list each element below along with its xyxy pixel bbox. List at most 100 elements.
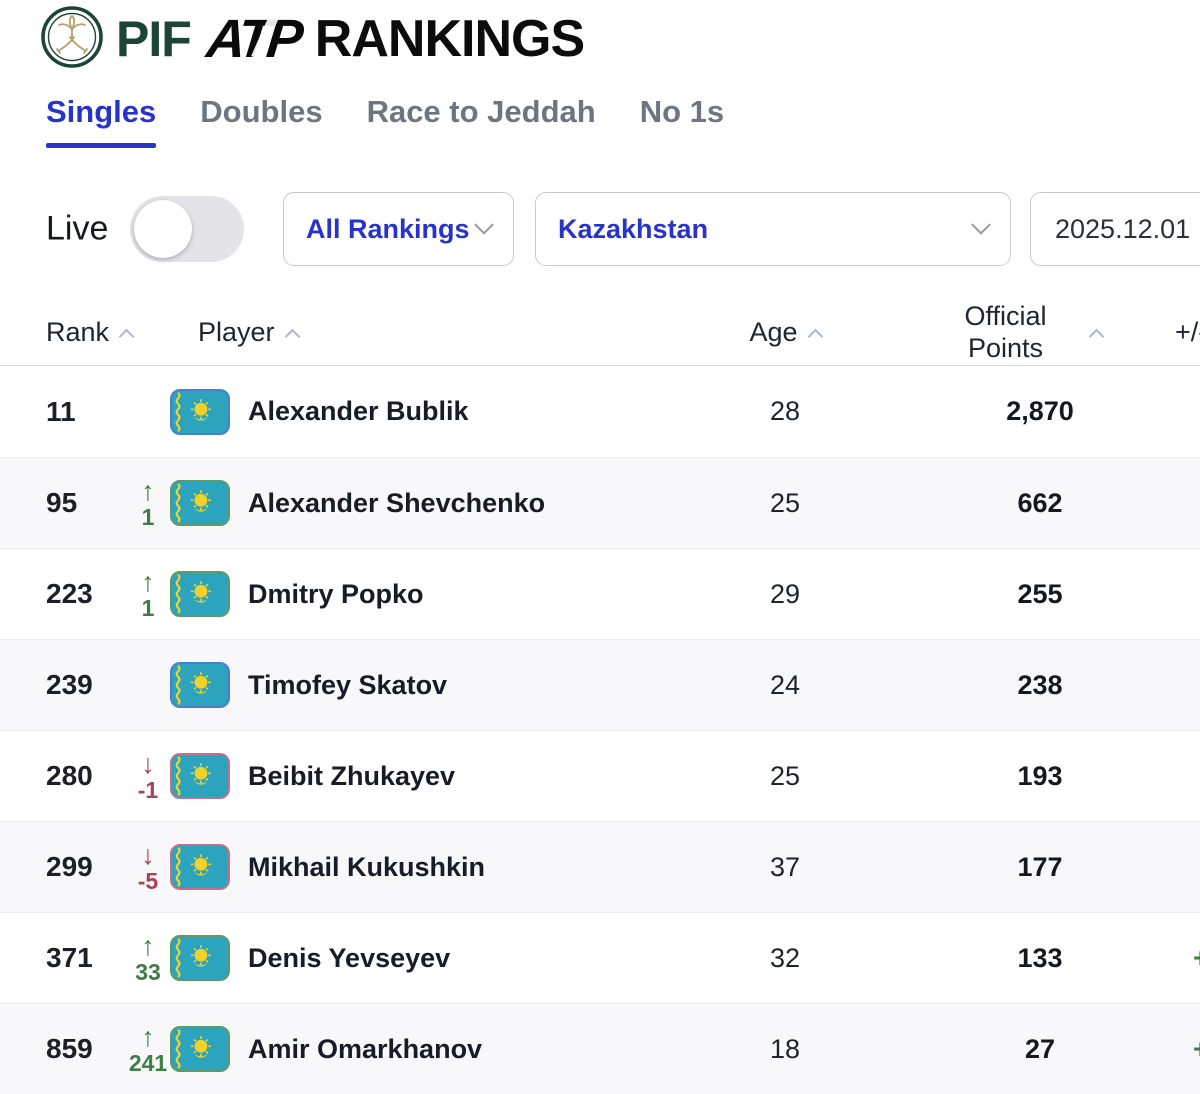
player-name: Dmitry Popko <box>248 578 424 609</box>
player-name: Alexander Shevchenko <box>248 487 546 518</box>
column-header-plus-minus[interactable]: +/- <box>1175 317 1200 347</box>
age-value: 37 <box>769 851 801 882</box>
points-value: 193 <box>1017 760 1063 791</box>
movement-value: 241 <box>128 1049 168 1076</box>
active-tab-underline <box>46 143 157 148</box>
player-cell[interactable]: Mikhail Kukushkin <box>170 844 735 890</box>
kazakhstan-flag-icon <box>170 1026 230 1072</box>
pif-emblem-icon <box>40 5 104 74</box>
live-label: Live <box>46 209 109 248</box>
age-value: 25 <box>769 760 801 791</box>
rank-value: 299 <box>46 851 93 882</box>
plus-minus-value: + <box>1145 1034 1200 1065</box>
points-value: 133 <box>1017 942 1063 973</box>
player-name: Alexander Bublik <box>248 396 469 426</box>
rank-movement: ↑ 241 <box>126 1021 170 1076</box>
rank-movement: ↓ -5 <box>126 839 170 894</box>
app-header: PIF ATP RANKINGS <box>40 5 585 70</box>
tab-doubles[interactable]: Doubles <box>200 94 323 129</box>
player-cell[interactable]: Dmitry Popko <box>170 571 735 617</box>
movement-value: -5 <box>137 867 159 894</box>
age-value: 29 <box>769 578 801 609</box>
player-cell[interactable]: Denis Yevseyev <box>170 935 735 981</box>
player-cell[interactable]: Alexander Bublik <box>170 388 735 435</box>
kazakhstan-flag-icon <box>170 571 230 617</box>
table-row[interactable]: 223 ↑ 1 Dmitry Popko <box>0 548 1200 639</box>
player-name: Denis Yevseyev <box>248 942 451 973</box>
movement-arrow-icon: ↑ <box>141 1021 155 1052</box>
kazakhstan-flag-icon <box>170 662 230 708</box>
chevron-down-icon <box>971 214 991 235</box>
movement-arrow-icon: ↓ <box>141 839 155 870</box>
table-body: 11 Alexander Bublik <box>0 366 1200 1094</box>
movement-value: -1 <box>137 776 159 803</box>
kazakhstan-flag-icon <box>170 480 230 526</box>
age-value: 28 <box>769 396 801 426</box>
country-dropdown[interactable]: Kazakhstan <box>535 192 1011 266</box>
rank-value: 11 <box>46 395 76 427</box>
movement-value: 33 <box>135 958 161 985</box>
column-header-age[interactable]: Age <box>735 317 835 348</box>
movement-arrow-icon: ↑ <box>141 566 155 597</box>
rank-movement: ↓ -1 <box>126 748 170 803</box>
plus-minus-value: + <box>1145 943 1200 974</box>
kazakhstan-flag-icon <box>170 753 230 799</box>
filter-bar: Live All Rankings Kazakhstan 2025.12.01 <box>0 190 1200 268</box>
tab-singles[interactable]: Singles <box>46 94 157 160</box>
table-row[interactable]: 11 Alexander Bublik <box>0 366 1200 457</box>
sort-up-icon <box>1088 328 1105 345</box>
player-cell[interactable]: Amir Omarkhanov <box>170 1026 735 1072</box>
player-name: Mikhail Kukushkin <box>248 851 486 882</box>
column-header-points[interactable]: Official Points <box>835 301 1145 363</box>
movement-value: 1 <box>141 503 155 530</box>
player-cell[interactable]: Beibit Zhukayev <box>170 753 735 799</box>
rankings-type-dropdown[interactable]: All Rankings <box>283 192 514 266</box>
sort-up-icon <box>284 328 300 345</box>
tab-no-1s[interactable]: No 1s <box>639 94 725 129</box>
table-row[interactable]: 95 ↑ 1 Alexander Shevche <box>0 457 1200 548</box>
points-value: 255 <box>1017 578 1063 609</box>
age-value: 18 <box>769 1033 801 1064</box>
table-row[interactable]: 299 ↓ -5 Mikhail Kukushk <box>0 821 1200 912</box>
rank-value: 371 <box>46 942 93 973</box>
table-row[interactable]: 280 ↓ -1 Beibit Zhukayev <box>0 730 1200 821</box>
movement-arrow-icon: ↑ <box>141 930 155 961</box>
player-cell[interactable]: Alexander Shevchenko <box>170 480 735 526</box>
rankings-tabs: Singles Doubles Race to Jeddah No 1s <box>46 94 724 160</box>
movement-arrow-icon: ↑ <box>141 475 155 506</box>
age-value: 25 <box>769 487 801 518</box>
sort-up-icon <box>118 328 135 345</box>
rank-value: 859 <box>46 1033 93 1064</box>
column-header-player[interactable]: Player <box>170 317 735 348</box>
rank-movement: ↑ 1 <box>126 475 170 530</box>
points-value: 238 <box>1017 669 1063 700</box>
table-row[interactable]: 239 Timofey Skatov <box>0 639 1200 730</box>
atp-logo: ATP <box>203 9 302 69</box>
live-toggle[interactable] <box>130 196 244 262</box>
column-header-rank[interactable]: Rank <box>46 317 135 348</box>
pif-logo-text: PIF <box>116 11 192 67</box>
table-row[interactable]: 371 ↑ 33 Denis Yevseyev <box>0 912 1200 1003</box>
points-value: 177 <box>1017 851 1063 882</box>
table-header-row: Rank Player Age Official Points +/- <box>0 300 1200 366</box>
rank-movement: ↑ 1 <box>126 566 170 620</box>
sort-up-icon <box>807 328 823 345</box>
player-cell[interactable]: Timofey Skatov <box>170 662 735 708</box>
rank-value: 280 <box>46 760 93 791</box>
player-name: Timofey Skatov <box>248 669 448 700</box>
kazakhstan-flag-icon <box>170 388 230 435</box>
page-title: RANKINGS <box>314 10 585 68</box>
tab-race-to-jeddah[interactable]: Race to Jeddah <box>366 94 596 129</box>
rankings-table: Rank Player Age Official Points +/- 11 <box>0 300 1200 1094</box>
table-row[interactable]: 859 ↑ 241 Amir Omarkhano <box>0 1003 1200 1094</box>
kazakhstan-flag-icon <box>170 844 230 890</box>
age-value: 24 <box>769 669 801 700</box>
live-toggle-knob <box>134 200 192 258</box>
rank-value: 223 <box>46 578 93 609</box>
player-name: Beibit Zhukayev <box>248 760 456 791</box>
date-picker[interactable]: 2025.12.01 <box>1030 192 1200 266</box>
movement-arrow-icon: ↓ <box>141 748 155 779</box>
player-name: Amir Omarkhanov <box>248 1033 483 1064</box>
rank-value: 95 <box>46 487 78 518</box>
rank-movement: ↑ 33 <box>126 930 170 985</box>
